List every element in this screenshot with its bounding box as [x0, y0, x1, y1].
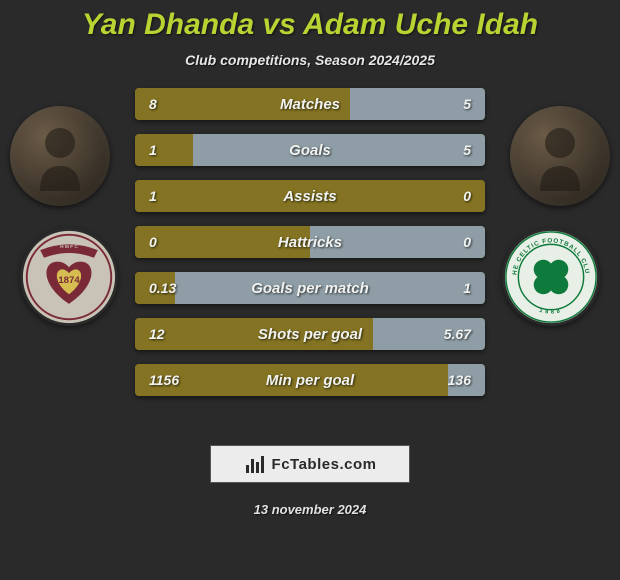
- svg-text:H M F C: H M F C: [60, 244, 78, 250]
- player-left-avatar: [10, 106, 110, 206]
- stat-left-fill: [135, 364, 448, 396]
- club-crest-right: THE CELTIC FOOTBALL CLUB 1888: [502, 228, 600, 326]
- stat-row: Shots per goal125.67: [135, 318, 485, 350]
- celtic-crest-icon: THE CELTIC FOOTBALL CLUB 1888: [503, 229, 599, 325]
- stat-row: Goals15: [135, 134, 485, 166]
- date-text: 13 november 2024: [0, 502, 620, 517]
- stat-left-fill: [135, 272, 175, 304]
- stat-right-fill: [448, 364, 485, 396]
- stats-bars: Matches85 Goals15 Assists10 Hattricks00 Goal…: [135, 88, 485, 410]
- footer-brand: FcTables.com: [210, 445, 410, 483]
- page-title: Yan Dhanda vs Adam Uche Idah: [0, 0, 620, 42]
- crest-year: 1874: [58, 275, 80, 286]
- footer-brand-text: FcTables.com: [272, 456, 377, 473]
- club-crest-left: 1874 H M F C: [20, 228, 118, 326]
- stat-right-fill: [373, 318, 485, 350]
- stat-left-fill: [135, 318, 373, 350]
- stat-right-fill: [350, 88, 485, 120]
- stat-left-fill: [135, 226, 310, 258]
- stat-left-fill: [135, 88, 350, 120]
- stat-row: Assists10: [135, 180, 485, 212]
- stat-right-fill: [310, 226, 485, 258]
- person-silhouette-icon: [30, 121, 90, 191]
- stat-row: Matches85: [135, 88, 485, 120]
- subtitle: Club competitions, Season 2024/2025: [0, 52, 620, 68]
- stat-row: Min per goal1156136: [135, 364, 485, 396]
- stat-row: Goals per match0.131: [135, 272, 485, 304]
- person-silhouette-icon: [530, 121, 590, 191]
- stat-left-fill: [135, 180, 485, 212]
- stat-right-fill: [175, 272, 485, 304]
- bar-chart-icon: [244, 453, 266, 475]
- stat-left-fill: [135, 134, 193, 166]
- hearts-crest-icon: 1874 H M F C: [21, 229, 117, 325]
- stat-row: Hattricks00: [135, 226, 485, 258]
- player-right-avatar: [510, 106, 610, 206]
- stat-right-fill: [193, 134, 485, 166]
